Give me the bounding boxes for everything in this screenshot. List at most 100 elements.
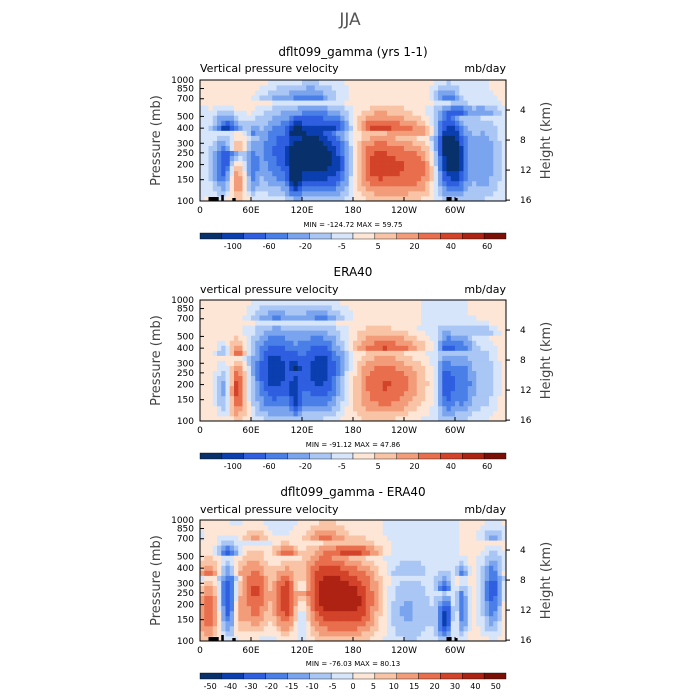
colorbar-label: -20 [299, 242, 312, 251]
field-cell [429, 130, 435, 136]
field-cell [429, 120, 435, 126]
field-cell [348, 385, 354, 392]
field-cell [467, 340, 473, 346]
field-cell [225, 140, 231, 146]
field-cell [200, 135, 205, 141]
field-cell [268, 390, 273, 397]
field-cell [433, 170, 439, 177]
field-cell [442, 315, 447, 321]
field-cell [370, 390, 375, 397]
field-cell [476, 340, 481, 346]
field-cell [293, 110, 299, 116]
field-cell [323, 195, 328, 202]
field-cell [263, 350, 269, 356]
field-cell [433, 135, 439, 141]
field-cell [331, 630, 337, 637]
field-cell [459, 140, 464, 146]
field-cell [497, 140, 503, 146]
field-cell [450, 115, 456, 121]
field-cell [459, 190, 464, 197]
field-cell [293, 350, 299, 356]
field-cell [229, 305, 235, 311]
field-cell [463, 155, 469, 162]
field-cell [493, 410, 498, 417]
field-cell [331, 155, 337, 162]
field-cell [234, 390, 239, 397]
field-cell [489, 550, 494, 556]
field-cell [433, 330, 439, 336]
field-cell [442, 630, 447, 637]
field-cell [433, 625, 439, 632]
field-cell [480, 185, 486, 192]
field-cell [365, 170, 371, 177]
field-cell [450, 555, 456, 561]
field-cell [336, 560, 341, 566]
field-cell [497, 305, 503, 311]
field-cell [446, 400, 452, 407]
field-cell [268, 115, 273, 121]
field-cell [425, 345, 430, 351]
field-cell [442, 550, 447, 556]
field-cell [221, 560, 226, 566]
field-cell [289, 190, 294, 197]
field-cell [280, 175, 286, 182]
field-cell [310, 355, 316, 361]
field-cell [319, 195, 324, 202]
field-cell [370, 580, 375, 586]
field-cell [204, 325, 209, 331]
field-cell [259, 115, 265, 121]
field-cell [212, 540, 218, 546]
field-cell [280, 125, 286, 131]
field-cell [353, 360, 358, 366]
field-cell [416, 365, 422, 371]
field-cell [408, 320, 413, 326]
field-cell [353, 110, 358, 116]
field-cell [450, 545, 456, 551]
field-cell [433, 80, 439, 86]
field-cell [438, 100, 443, 106]
field-cell [408, 110, 413, 116]
field-cell [314, 150, 320, 157]
field-cell [336, 340, 341, 346]
field-cell [285, 395, 290, 402]
field-cell [429, 165, 435, 172]
field-cell [327, 320, 333, 326]
field-cell [382, 330, 388, 336]
field-cell [302, 160, 307, 167]
field-cell [327, 365, 333, 371]
field-cell [382, 325, 388, 331]
field-cell [408, 85, 413, 91]
field-cell [234, 550, 239, 556]
field-cell [225, 100, 231, 106]
field-cell [310, 115, 316, 121]
field-cell [276, 140, 282, 146]
field-cell [421, 590, 426, 597]
field-cell [319, 380, 324, 387]
field-cell [229, 315, 235, 321]
field-cell [459, 135, 464, 141]
field-cell [348, 390, 354, 397]
field-cell [353, 95, 358, 101]
field-cell [365, 620, 371, 627]
field-cell [421, 380, 426, 387]
field-cell [238, 135, 243, 141]
field-cell [459, 565, 464, 571]
field-cell [450, 310, 456, 316]
field-cell [493, 165, 498, 172]
field-cell [263, 355, 269, 361]
field-cell [348, 150, 354, 157]
field-cell [212, 545, 218, 551]
field-cell [217, 575, 222, 581]
field-cell [246, 195, 252, 202]
field-cell [442, 625, 447, 632]
field-cell [268, 120, 273, 126]
field-cell [208, 105, 214, 111]
field-cell [221, 155, 226, 162]
field-cell [433, 350, 439, 356]
field-cell [412, 380, 418, 387]
field-cell [446, 190, 452, 197]
field-cell [208, 570, 214, 576]
field-cell [229, 545, 235, 551]
field-cell [429, 315, 435, 321]
field-cell [374, 570, 379, 576]
